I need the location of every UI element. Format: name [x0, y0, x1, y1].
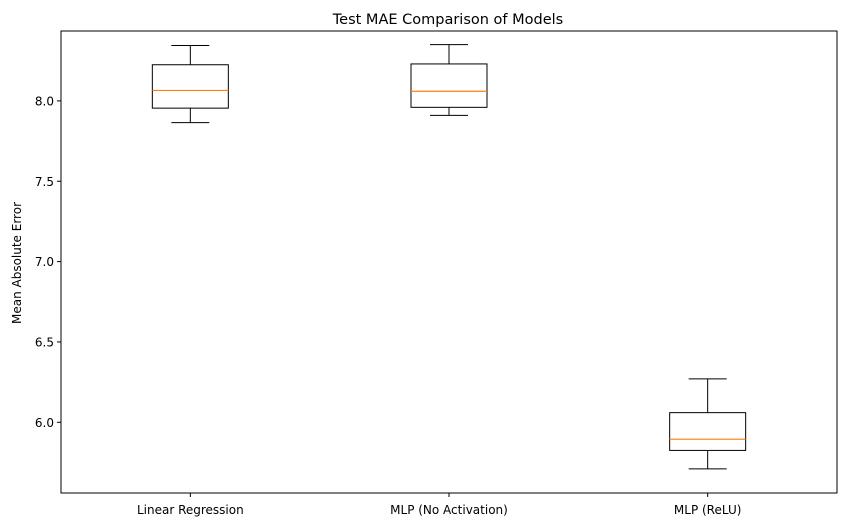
- y-tick-label: 7.5: [35, 175, 54, 189]
- chart-title: Test MAE Comparison of Models: [332, 12, 563, 28]
- x-tick-label: Linear Regression: [137, 503, 244, 517]
- y-tick-label: 8.0: [35, 94, 54, 108]
- box-iqr: [410, 63, 488, 108]
- box-iqr: [151, 64, 229, 109]
- plot-area-frame: [60, 30, 838, 494]
- box-iqr: [669, 412, 747, 451]
- x-tick-label: MLP (No Activation): [390, 503, 508, 517]
- chart-marks: 6.0 6.5 7.0 7.5 8.0 Linear Regression MLP (No …: [35, 44, 747, 517]
- y-tick-label: 7.0: [35, 255, 54, 269]
- y-tick-label: 6.5: [35, 335, 54, 349]
- y-tick-label: 6.0: [35, 416, 54, 430]
- x-tick-label: MLP (ReLU): [674, 503, 742, 517]
- y-axis-label: Mean Absolute Error: [10, 202, 24, 324]
